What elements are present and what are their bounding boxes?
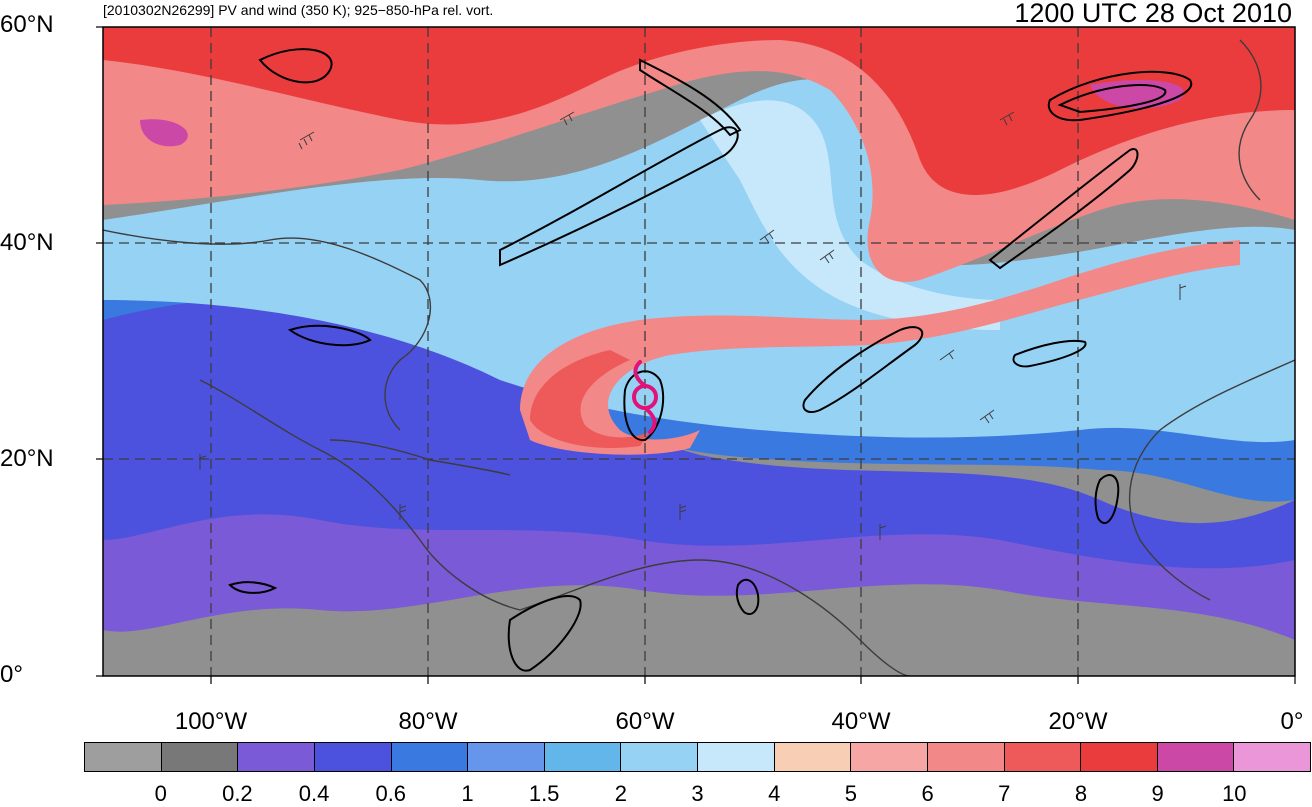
colorbar-cell bbox=[927, 743, 1005, 771]
colorbar-label: 0.4 bbox=[298, 781, 330, 806]
colorbar-label: 0.2 bbox=[222, 781, 253, 806]
colorbar-cell bbox=[85, 743, 162, 771]
colorbar-cell bbox=[774, 743, 852, 771]
pv-streamer-core bbox=[530, 350, 650, 449]
colorbar-label: 10 bbox=[1222, 781, 1247, 806]
colorbar-cell bbox=[238, 743, 315, 771]
colorbar-label: 0 bbox=[154, 781, 167, 806]
pv-streamer bbox=[520, 240, 1240, 455]
colorbar-cell bbox=[468, 743, 545, 771]
colorbar-label: 0.6 bbox=[375, 781, 407, 806]
colorbar-label: 1 bbox=[461, 781, 474, 806]
wind-barbs bbox=[199, 111, 1187, 540]
colorbar-cell bbox=[314, 743, 392, 771]
lat-label-40n: 40°N bbox=[0, 229, 54, 256]
colorbar-cell bbox=[1081, 743, 1158, 771]
lat-label-0: 0° bbox=[0, 661, 23, 688]
colorbar-cell bbox=[851, 743, 928, 771]
colorbar-cell bbox=[621, 743, 698, 771]
lon-label-0: 0° bbox=[1280, 708, 1304, 735]
map-frame bbox=[102, 26, 1296, 677]
colorbar-label: 6 bbox=[921, 781, 934, 806]
pv-colorbar bbox=[84, 742, 1311, 772]
plot-subtitle: [2010302N26299] PV and wind (350 K); 925… bbox=[103, 2, 494, 18]
colorbar-cell bbox=[161, 743, 239, 771]
colorbar-label: 4 bbox=[768, 781, 781, 806]
lat-label-60n: 60°N bbox=[0, 11, 54, 38]
pv-band-palestblue bbox=[700, 100, 1000, 330]
lat-label-20n: 20°N bbox=[0, 445, 54, 472]
colorbar-label: 9 bbox=[1151, 781, 1164, 806]
colorbar-label: 7 bbox=[998, 781, 1011, 806]
pv-band-lightblue bbox=[103, 79, 1295, 443]
lon-label-80w: 80°W bbox=[398, 708, 458, 735]
colorbar-label: 5 bbox=[844, 781, 857, 806]
colorbar-cell bbox=[544, 743, 622, 771]
colorbar-cell bbox=[698, 743, 775, 771]
colorbar-label: 1.5 bbox=[528, 781, 560, 806]
valid-time-title: 1200 UTC 28 Oct 2010 bbox=[1014, 0, 1292, 28]
colorbar-label: 8 bbox=[1074, 781, 1088, 806]
lon-label-100w: 100°W bbox=[174, 708, 248, 735]
colorbar-label: 3 bbox=[691, 781, 704, 806]
vorticity-contours bbox=[228, 48, 1193, 672]
colorbar-cell bbox=[1004, 743, 1082, 771]
lon-label-20w: 20°W bbox=[1048, 708, 1108, 735]
pv-high-north-inner bbox=[103, 27, 1295, 195]
lon-label-60w: 60°W bbox=[615, 708, 675, 735]
axis-ticks bbox=[96, 26, 1296, 684]
colorbar-cell bbox=[1234, 743, 1310, 771]
colorbar-cell bbox=[391, 743, 469, 771]
lon-label-40w: 40°W bbox=[831, 708, 891, 735]
map-plot-area bbox=[103, 27, 1295, 676]
coastlines bbox=[103, 39, 1295, 676]
tropical-cyclone-icon bbox=[632, 360, 658, 434]
colorbar-cell bbox=[1157, 743, 1235, 771]
colorbar-label: 2 bbox=[614, 781, 627, 806]
